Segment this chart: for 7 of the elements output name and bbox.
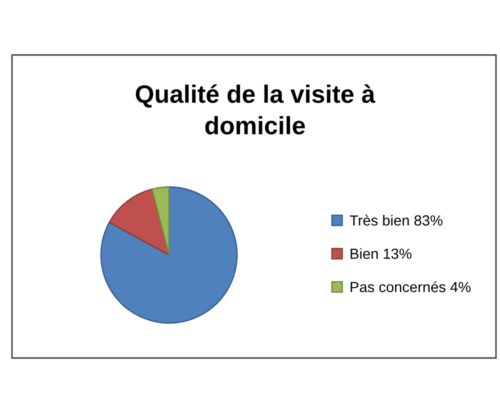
legend-label: Bien 13% bbox=[350, 248, 412, 259]
legend-label: Très bien 83% bbox=[350, 214, 442, 226]
chart-title: Qualité de la visite à domicile bbox=[136, 84, 376, 134]
legend-label: Pas concernés 4% bbox=[350, 281, 471, 292]
pie-slice bbox=[100, 186, 238, 324]
pie-slice bbox=[108, 188, 170, 256]
pie-slice bbox=[151, 186, 170, 256]
